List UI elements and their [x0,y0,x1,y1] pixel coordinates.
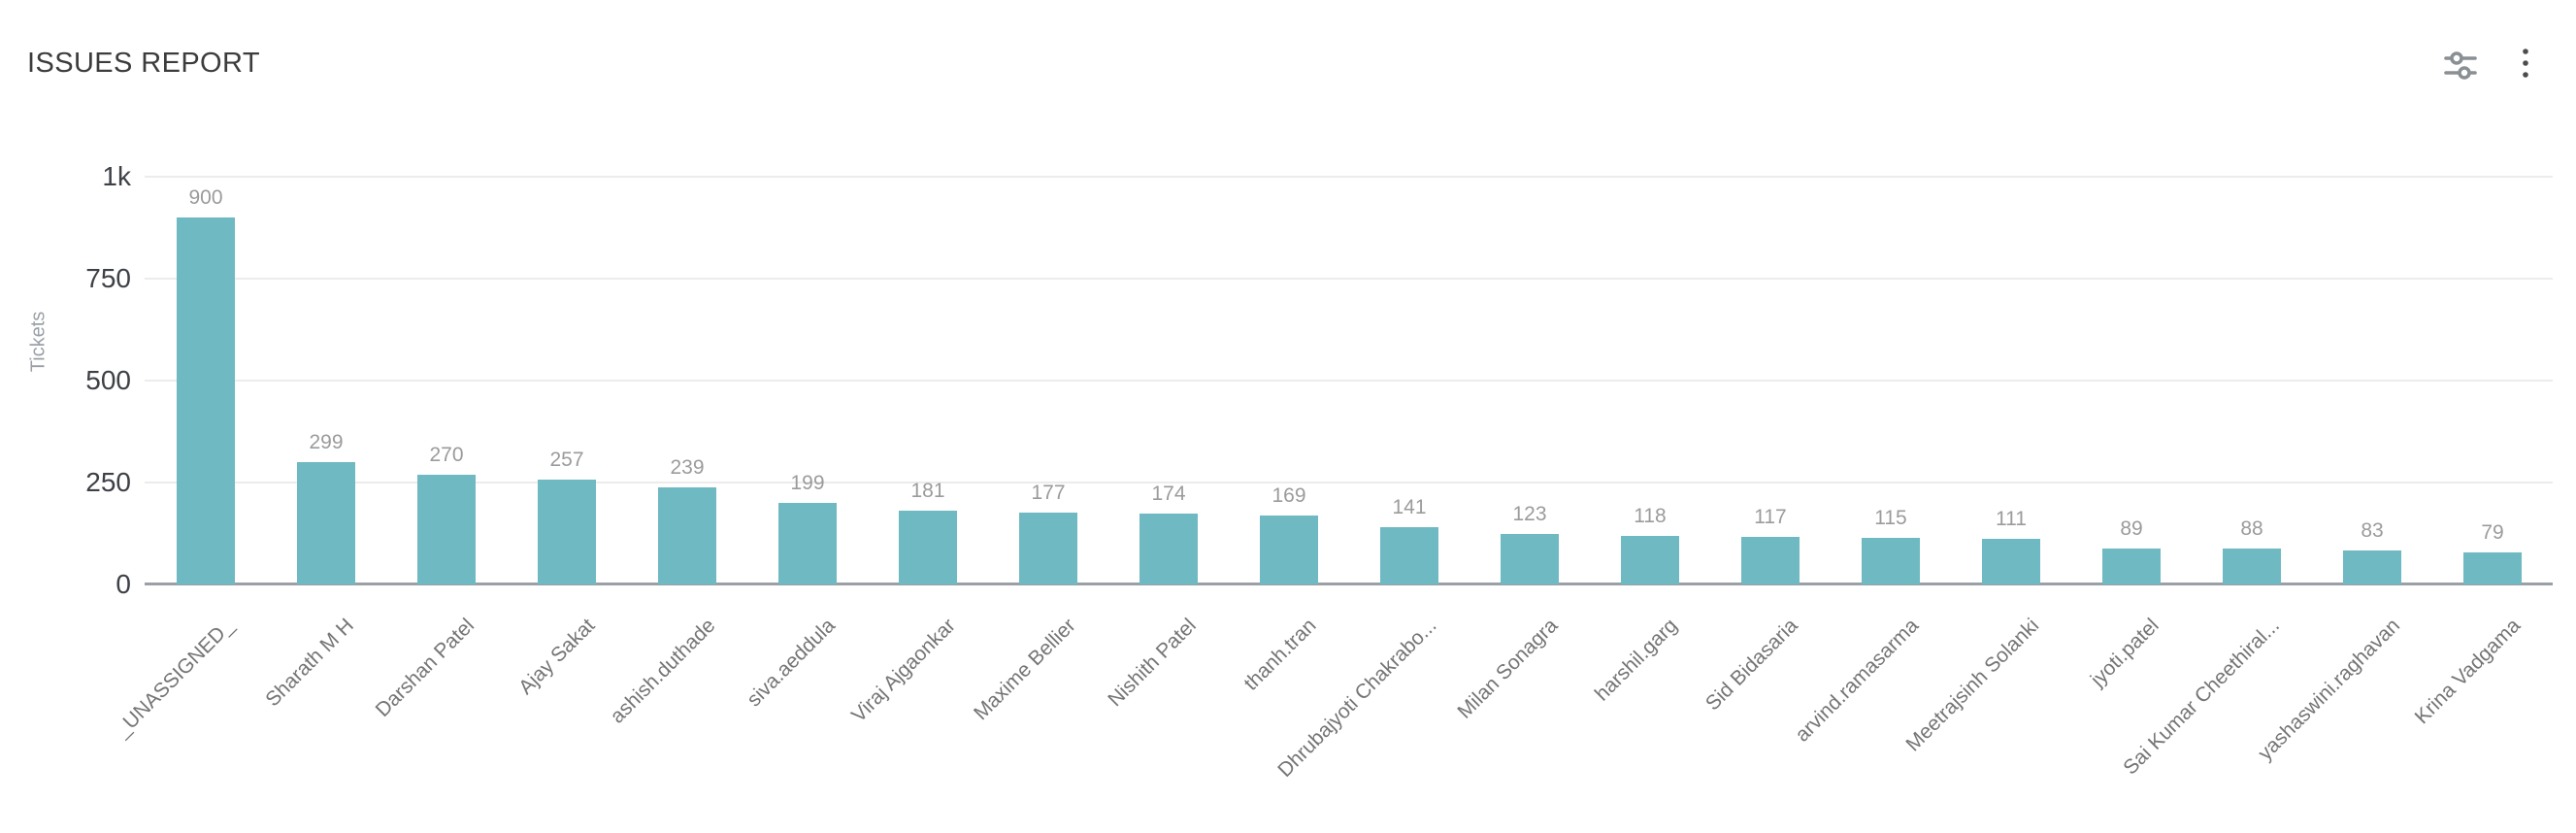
bar[interactable] [1741,537,1800,584]
bar-value-label: 174 [1151,483,1186,505]
widget-title: ISSUES REPORT [27,48,260,79]
bar[interactable] [2343,550,2401,584]
category-label: Viraj Ajgaonkar [847,614,960,727]
bar-value-label: 177 [1031,482,1066,504]
bar[interactable] [2102,549,2161,584]
y-tick-label: 250 [85,467,131,497]
bar[interactable] [538,480,596,584]
bar-value-label: 257 [549,449,584,471]
bar-value-label: 83 [2361,519,2384,542]
bar-value-label: 900 [188,186,223,209]
bar[interactable] [2463,552,2522,584]
bar[interactable] [1862,538,1920,584]
bar[interactable] [1501,534,1559,584]
category-label: siva.aeddula [743,614,840,712]
bar-value-label: 239 [670,456,705,479]
bar-value-label: 88 [2240,517,2263,540]
bar[interactable] [1621,536,1679,584]
y-tick-label: 1k [102,161,131,191]
category-label: Maxime Bellier [970,614,1080,725]
sliders-icon-glyph [2444,51,2477,80]
chart-filter-icon[interactable] [2444,50,2477,80]
category-label: Darshan Patel [371,614,479,722]
category-label: Sid Bidasaria [1701,614,1802,716]
bar[interactable] [417,475,476,584]
category-label: Milan Sonagra [1452,614,1562,723]
bar-value-label: 181 [910,480,945,502]
bar-value-label: 141 [1392,496,1427,518]
bar[interactable] [297,462,355,584]
bar[interactable] [1019,513,1077,584]
bar[interactable] [778,503,837,584]
category-label: Nishith Patel [1104,614,1201,712]
kebab-menu-icon[interactable] [2518,43,2533,83]
bar-value-label: 118 [1634,505,1667,527]
bar-value-label: 117 [1754,506,1787,528]
vertical-dots-icon-glyph [2523,49,2528,78]
bar-value-label: 123 [1512,503,1547,525]
category-label: harshil.garg [1591,614,1682,706]
bar-value-label: 111 [1996,508,2027,530]
y-tick-label: 500 [85,365,131,395]
y-tick-label: 750 [85,263,131,293]
gridline [145,176,2553,178]
category-label: arvind.ramasarma [1791,614,1923,747]
gridline [145,278,2553,280]
category-label: Meetrajsinh Solanki [1901,614,2043,756]
category-label: Krina Vadgama [2410,614,2525,729]
bar-value-label: 299 [309,431,344,453]
bar-value-label: 169 [1271,484,1306,507]
category-label: Ajay Sakat [513,614,599,699]
bar[interactable] [1139,514,1198,584]
category-label: ashish.duthade [605,614,719,728]
bar-value-label: 89 [2120,517,2143,540]
bar-value-label: 270 [429,444,464,466]
category-label: _UNASSIGNED_ [111,614,238,742]
category-label: jyoti.patel [2086,614,2163,691]
bar-value-label: 79 [2481,521,2504,544]
category-label: Sharath M H [261,614,358,712]
bar[interactable] [1380,527,1438,584]
bar[interactable] [899,511,957,584]
bar[interactable] [1982,539,2040,584]
gridline [145,482,2553,483]
bar-value-label: 199 [790,472,825,494]
bar[interactable] [1260,516,1318,584]
bar[interactable] [2223,549,2281,584]
bar[interactable] [177,217,235,584]
bar[interactable] [658,487,716,584]
gridline [145,380,2553,382]
y-tick-label: 0 [116,569,131,599]
bar-value-label: 115 [1874,507,1907,529]
x-axis-line [145,583,2553,585]
category-label: thanh.tran [1239,614,1321,695]
